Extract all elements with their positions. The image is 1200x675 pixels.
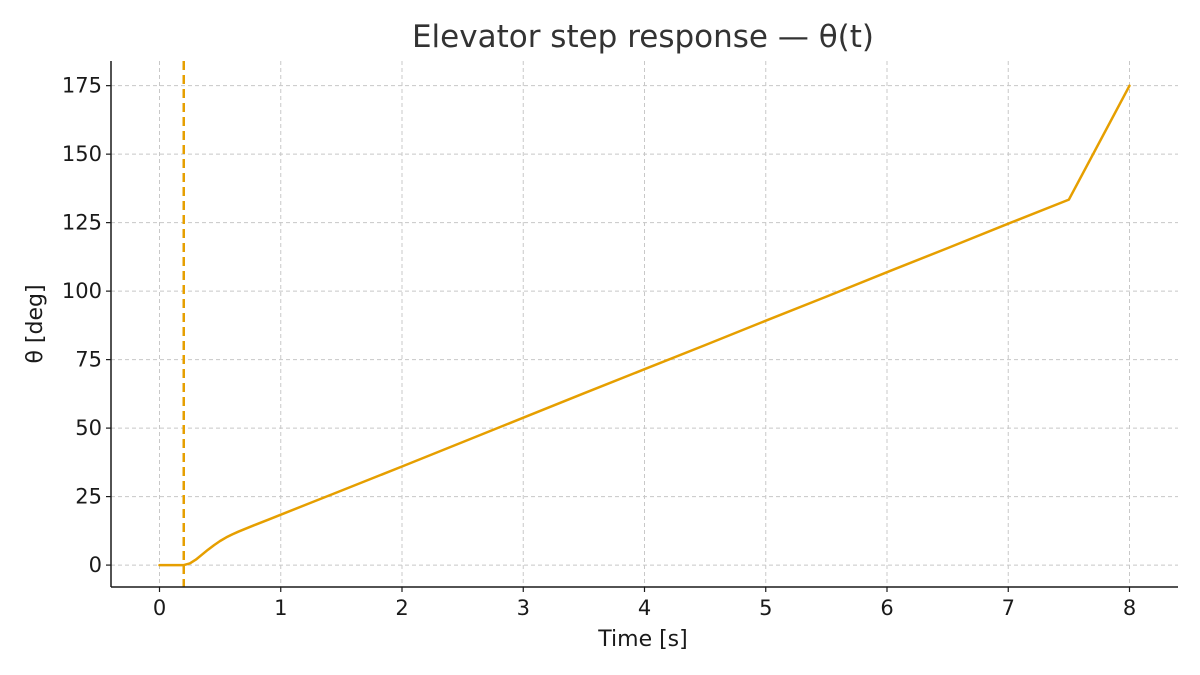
y-tick-label: 75 [75,348,102,372]
response-line [158,84,1131,567]
x-tick-label: 4 [638,596,651,620]
x-tick-label: 3 [517,596,530,620]
series-layer [158,61,1131,587]
y-tick-label: 100 [62,279,102,303]
y-tick-label: 50 [75,416,102,440]
ticks: 0 1 2 3 4 5 6 7 8 0 25 50 75 100 125 150 175 [62,74,1136,620]
x-axis-label: Time [s] [597,627,687,652]
y-tick-label: 25 [75,485,102,509]
y-tick-label: 150 [62,142,102,166]
y-tick-label: 125 [62,211,102,235]
x-tick-label: 5 [759,596,772,620]
y-tick-label: 175 [62,74,102,98]
x-tick-label: 8 [1123,596,1136,620]
x-tick-label: 2 [395,596,408,620]
x-tick-label: 0 [153,596,166,620]
y-tick-label: 0 [89,553,102,577]
x-tick-label: 1 [274,596,287,620]
x-tick-label: 6 [880,596,893,620]
x-tick-label: 7 [1002,596,1015,620]
y-axis-label: θ [deg] [23,284,48,363]
chart-title: Elevator step response — θ(t) [412,19,874,55]
grid [111,61,1178,587]
